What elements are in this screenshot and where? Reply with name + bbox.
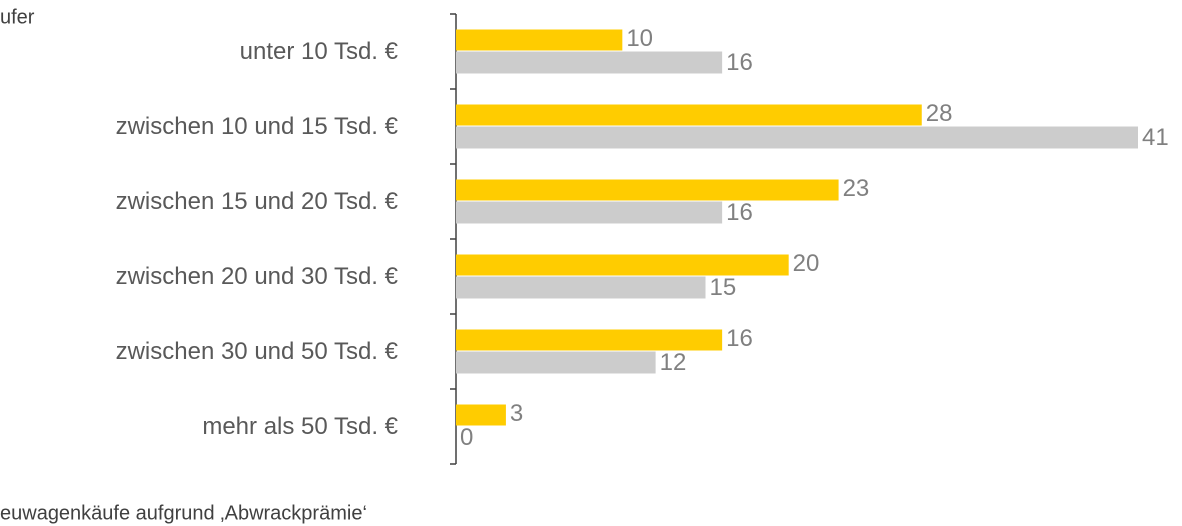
data-label: 12 — [660, 349, 687, 376]
data-label: 20 — [793, 250, 820, 277]
data-label: 0 — [460, 424, 473, 451]
legend-entry: ufer — [0, 6, 35, 28]
bar — [456, 201, 723, 224]
data-label: 15 — [710, 274, 737, 301]
bar — [456, 254, 789, 276]
bar — [456, 351, 656, 374]
data-label: 16 — [726, 325, 753, 352]
y-tick-label: zwischen 30 und 50 Tsd. € — [116, 338, 399, 365]
data-label: 41 — [1142, 124, 1169, 151]
bar — [456, 404, 506, 426]
bar — [456, 329, 723, 351]
bar — [456, 29, 623, 51]
legend-entry: euwagenkäufe aufgrund ‚Abwrackprämie‘ — [0, 502, 367, 524]
y-tick-label: zwischen 20 und 30 Tsd. € — [116, 263, 399, 290]
data-label: 3 — [510, 400, 523, 427]
y-tick-label: zwischen 10 und 15 Tsd. € — [116, 113, 399, 140]
data-label: 28 — [926, 100, 953, 127]
data-label: 23 — [843, 175, 870, 202]
bar — [456, 51, 723, 74]
data-label: 16 — [726, 49, 753, 76]
data-label: 10 — [626, 25, 653, 52]
data-label: 16 — [726, 199, 753, 226]
y-tick-label: zwischen 15 und 20 Tsd. € — [116, 188, 399, 215]
y-tick-label: unter 10 Tsd. € — [240, 38, 399, 65]
bar — [456, 179, 839, 201]
y-tick-label: mehr als 50 Tsd. € — [202, 413, 398, 440]
bar — [456, 126, 1138, 149]
bar — [456, 276, 706, 299]
bar — [456, 104, 922, 126]
